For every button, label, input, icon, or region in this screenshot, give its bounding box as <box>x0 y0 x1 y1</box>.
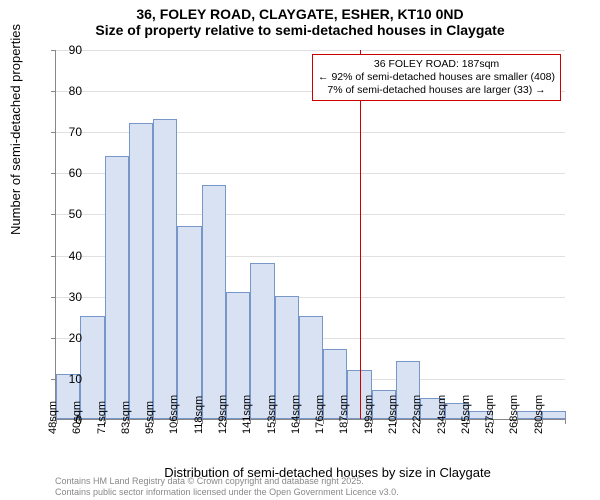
annotation-line-1: 36 FOLEY ROAD: 187sqm <box>318 58 555 71</box>
y-axis-label: Number of semi-detached properties <box>8 24 23 235</box>
chart-container: 36 FOLEY ROAD: 187sqm← 92% of semi-detac… <box>55 50 565 420</box>
histogram-bar <box>177 226 201 419</box>
marker-line <box>360 50 361 419</box>
title-line-1: 36, FOLEY ROAD, CLAYGATE, ESHER, KT10 0N… <box>0 6 600 22</box>
y-tick-label: 50 <box>52 207 82 221</box>
x-tick-mark <box>565 419 566 424</box>
y-tick-label: 70 <box>52 125 82 139</box>
histogram-bar <box>129 123 153 419</box>
annotation-line-3: 7% of semi-detached houses are larger (3… <box>318 84 555 97</box>
histogram-bar <box>542 411 566 419</box>
footer-line-2: Contains public sector information licen… <box>55 487 399 498</box>
annotation-box: 36 FOLEY ROAD: 187sqm← 92% of semi-detac… <box>312 54 561 101</box>
histogram-bar <box>202 185 226 419</box>
title-line-2: Size of property relative to semi-detach… <box>0 22 600 38</box>
gridline <box>56 50 565 51</box>
y-tick-label: 90 <box>52 43 82 57</box>
y-tick-label: 80 <box>52 84 82 98</box>
chart-title: 36, FOLEY ROAD, CLAYGATE, ESHER, KT10 0N… <box>0 0 600 38</box>
y-tick-label: 20 <box>52 331 82 345</box>
y-tick-label: 30 <box>52 290 82 304</box>
histogram-bar <box>105 156 129 419</box>
annotation-line-2: ← 92% of semi-detached houses are smalle… <box>318 71 555 84</box>
footer-line-1: Contains HM Land Registry data © Crown c… <box>55 476 399 487</box>
y-tick-label: 40 <box>52 249 82 263</box>
y-tick-label: 10 <box>52 372 82 386</box>
footer-attribution: Contains HM Land Registry data © Crown c… <box>55 476 399 498</box>
plot-area: 36 FOLEY ROAD: 187sqm← 92% of semi-detac… <box>55 50 565 420</box>
y-tick-label: 60 <box>52 166 82 180</box>
histogram-bar <box>153 119 177 419</box>
